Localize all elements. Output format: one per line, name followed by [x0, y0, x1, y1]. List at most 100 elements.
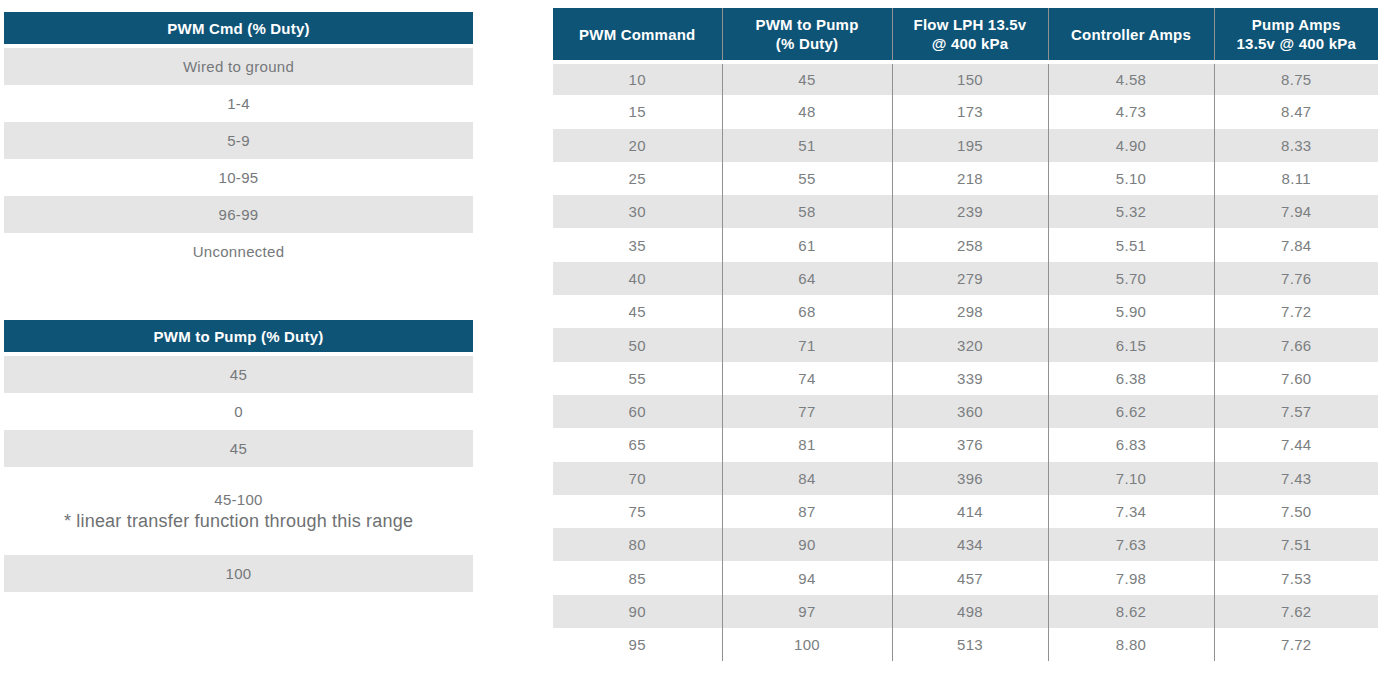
table-cell: 8.75	[1214, 62, 1378, 95]
table-row: 100	[4, 555, 473, 592]
table-cell: 7.63	[1048, 528, 1214, 561]
table-cell: 5.90	[1048, 295, 1214, 328]
table-cell: 48	[722, 95, 892, 128]
table-cell: 258	[892, 228, 1048, 261]
table-cell: 94	[722, 561, 892, 594]
table-row: 20511954.908.33	[553, 129, 1378, 162]
table-cell: 5.32	[1048, 195, 1214, 228]
row-value: 96-99	[219, 206, 259, 223]
table-row: 1-4	[4, 85, 473, 122]
table-cell: 20	[553, 129, 722, 162]
table-row: 951005138.807.72	[553, 628, 1378, 661]
table-cell: 64	[722, 262, 892, 295]
table-cell: 7.98	[1048, 561, 1214, 594]
table-row: Unconnected	[4, 233, 473, 270]
table-cell: 8.80	[1048, 628, 1214, 661]
table-cell: 434	[892, 528, 1048, 561]
table-cell: 97	[722, 595, 892, 628]
row-value: 45	[230, 366, 247, 383]
table-row: 85944577.987.53	[553, 561, 1378, 594]
table-cell: 70	[553, 462, 722, 495]
table-cell: 360	[892, 395, 1048, 428]
table-cell: 77	[722, 395, 892, 428]
table-cell: 45	[722, 62, 892, 95]
table-cell: 87	[722, 495, 892, 528]
table-cell: 85	[553, 561, 722, 594]
row-value: 1-4	[227, 95, 250, 112]
table-cell: 8.47	[1214, 95, 1378, 128]
table-row: 96-99	[4, 196, 473, 233]
row-value: Wired to ground	[183, 58, 294, 75]
table-cell: 6.38	[1048, 362, 1214, 395]
performance-table: PWM CommandPWM to Pump (% Duty)Flow LPH …	[553, 8, 1378, 661]
table-cell: 7.72	[1214, 295, 1378, 328]
table-cell: 55	[553, 362, 722, 395]
table-row: 15481734.738.47	[553, 95, 1378, 128]
table-cell: 6.15	[1048, 328, 1214, 361]
row-value: 45	[230, 440, 247, 457]
table-cell: 7.43	[1214, 462, 1378, 495]
table-row: 80904347.637.51	[553, 528, 1378, 561]
table-cell: 80	[553, 528, 722, 561]
table-cell: 414	[892, 495, 1048, 528]
table-row-with-note: 45-100* linear transfer function through…	[4, 467, 473, 555]
table-cell: 8.33	[1214, 129, 1378, 162]
table-cell: 7.60	[1214, 362, 1378, 395]
table-cell: 58	[722, 195, 892, 228]
table-cell: 4.58	[1048, 62, 1214, 95]
table-cell: 218	[892, 162, 1048, 195]
table-cell: 457	[892, 561, 1048, 594]
table-row: 65813766.837.44	[553, 428, 1378, 461]
table-cell: 81	[722, 428, 892, 461]
table-cell: 513	[892, 628, 1048, 661]
table-row: 55743396.387.60	[553, 362, 1378, 395]
table-cell: 6.83	[1048, 428, 1214, 461]
performance-table-rows: 10451504.588.7515481734.738.4720511954.9…	[553, 62, 1378, 661]
table-cell: 279	[892, 262, 1048, 295]
performance-table-container: PWM CommandPWM to Pump (% Duty)Flow LPH …	[553, 8, 1378, 661]
table-cell: 10	[553, 62, 722, 95]
table-cell: 68	[722, 295, 892, 328]
table-row: 75874147.347.50	[553, 495, 1378, 528]
column-header: Controller Amps	[1048, 8, 1214, 62]
table-cell: 25	[553, 162, 722, 195]
table-cell: 5.51	[1048, 228, 1214, 261]
table-row: Wired to ground	[4, 48, 473, 85]
table-row: 10451504.588.75	[553, 62, 1378, 95]
row-value: Unconnected	[193, 243, 285, 260]
table-cell: 90	[722, 528, 892, 561]
table-cell: 7.66	[1214, 328, 1378, 361]
table-cell: 8.62	[1048, 595, 1214, 628]
table-cell: 35	[553, 228, 722, 261]
table-cell: 84	[722, 462, 892, 495]
table-cell: 45	[553, 295, 722, 328]
table-cell: 8.11	[1214, 162, 1378, 195]
column-header: Flow LPH 13.5v @ 400 kPa	[892, 8, 1048, 62]
table-cell: 7.84	[1214, 228, 1378, 261]
table-cell: 7.94	[1214, 195, 1378, 228]
table-cell: 95	[553, 628, 722, 661]
row-value: 45-100	[214, 491, 263, 508]
table-cell: 55	[722, 162, 892, 195]
table-cell: 4.73	[1048, 95, 1214, 128]
table-cell: 173	[892, 95, 1048, 128]
table-cell: 6.62	[1048, 395, 1214, 428]
table-cell: 7.44	[1214, 428, 1378, 461]
table-row: 5-9	[4, 122, 473, 159]
pwm-cmd-table: PWM Cmd (% Duty) Wired to ground1-45-910…	[4, 12, 473, 270]
pwm-cmd-table-header: PWM Cmd (% Duty)	[4, 12, 473, 44]
table-cell: 7.72	[1214, 628, 1378, 661]
row-value: 0	[234, 403, 243, 420]
table-cell: 5.70	[1048, 262, 1214, 295]
table-cell: 7.62	[1214, 595, 1378, 628]
table-row: 35612585.517.84	[553, 228, 1378, 261]
table-cell: 320	[892, 328, 1048, 361]
table-cell: 7.51	[1214, 528, 1378, 561]
table-row: 25552185.108.11	[553, 162, 1378, 195]
column-header: PWM to Pump (% Duty)	[722, 8, 892, 62]
table-row: 60773606.627.57	[553, 395, 1378, 428]
table-row: 30582395.327.94	[553, 195, 1378, 228]
table-cell: 51	[722, 129, 892, 162]
table-cell: 150	[892, 62, 1048, 95]
table-cell: 7.53	[1214, 561, 1378, 594]
